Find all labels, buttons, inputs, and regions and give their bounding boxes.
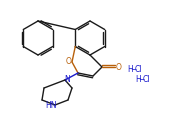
Text: Cl: Cl: [142, 75, 150, 84]
Text: O: O: [116, 62, 122, 72]
Text: N: N: [64, 75, 70, 83]
Text: H: H: [127, 66, 133, 75]
Text: O: O: [66, 58, 72, 67]
Text: −: −: [138, 75, 144, 84]
Text: H: H: [135, 75, 141, 84]
Text: Cl: Cl: [134, 66, 142, 75]
Text: HN: HN: [45, 101, 57, 110]
Text: −: −: [130, 66, 136, 75]
